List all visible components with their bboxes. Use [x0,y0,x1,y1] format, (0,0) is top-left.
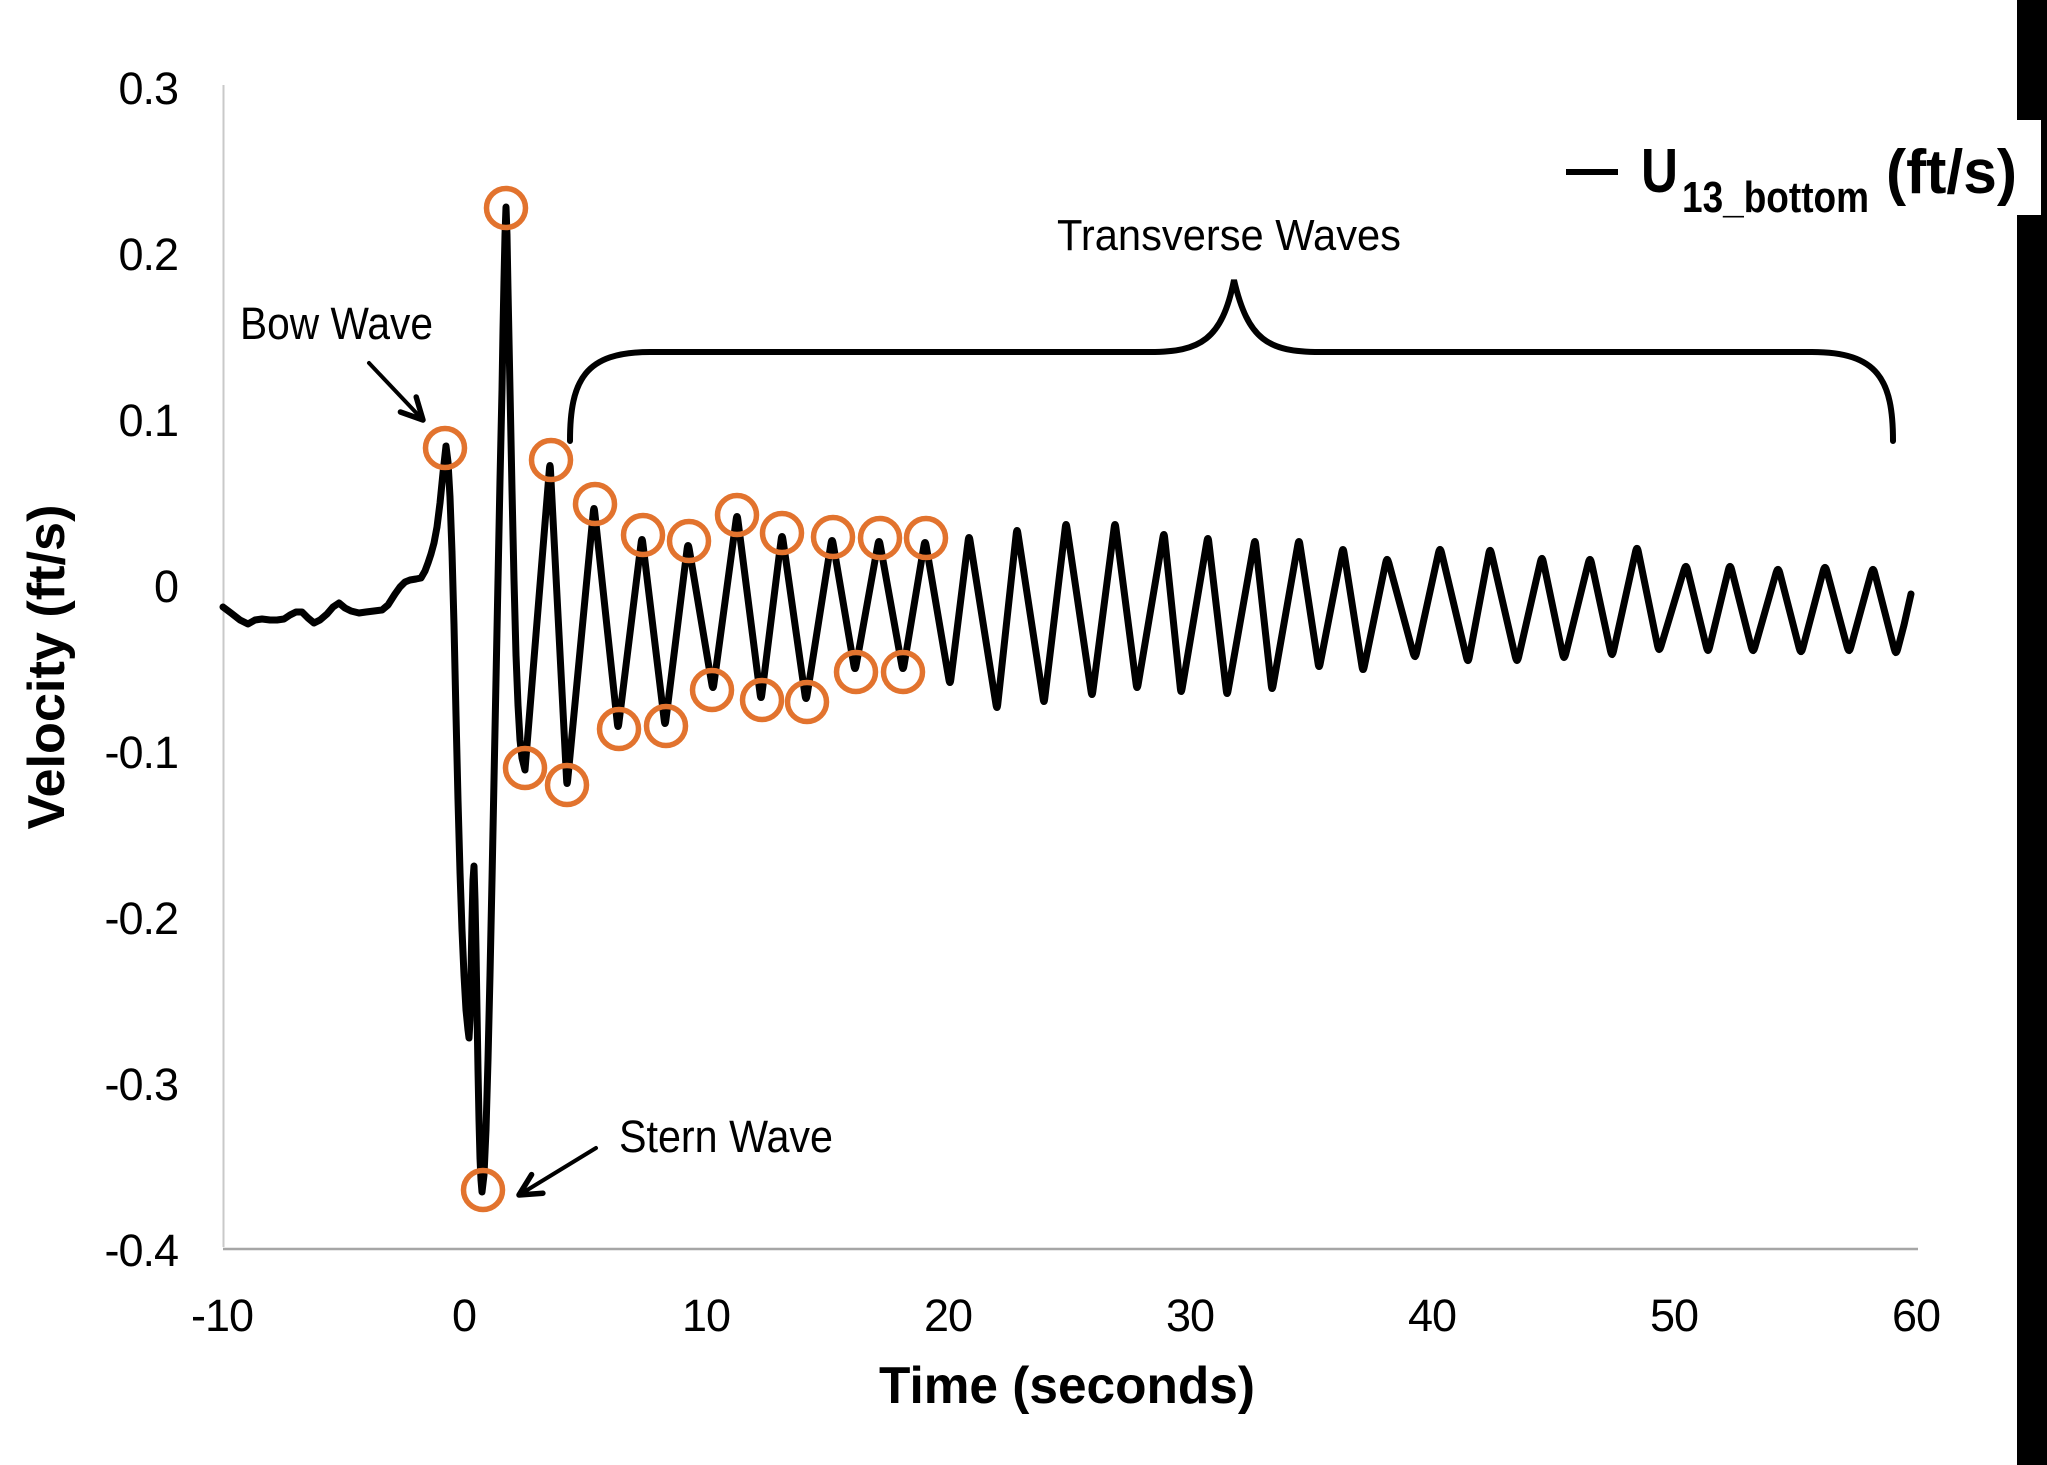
svg-text:Bow Wave: Bow Wave [240,298,433,349]
svg-text:0: 0 [452,1290,476,1341]
svg-text:0.1: 0.1 [118,395,178,446]
svg-text:-0.4: -0.4 [104,1225,178,1276]
svg-text:Velocity (ft/s): Velocity (ft/s) [18,505,76,830]
svg-text:60: 60 [1892,1290,1940,1341]
svg-text:-0.3: -0.3 [104,1059,178,1110]
svg-text:30: 30 [1166,1290,1214,1341]
svg-text:Time (seconds): Time (seconds) [879,1357,1255,1415]
svg-text:0.3: 0.3 [118,63,178,114]
svg-text:Transverse Waves: Transverse Waves [1057,211,1401,260]
svg-text:0: 0 [154,561,178,612]
svg-text:Stern Wave: Stern Wave [619,1111,833,1162]
svg-text:-10: -10 [191,1290,253,1341]
svg-text:(ft/s): (ft/s) [1886,138,2017,207]
svg-text:20: 20 [924,1290,972,1341]
svg-text:U: U [1641,137,1678,206]
svg-text:10: 10 [682,1290,730,1341]
svg-text:0.2: 0.2 [118,229,178,280]
svg-text:13_bottom: 13_bottom [1682,173,1869,222]
svg-text:-0.1: -0.1 [104,727,178,778]
svg-text:40: 40 [1408,1290,1456,1341]
svg-text:-0.2: -0.2 [104,893,178,944]
svg-text:50: 50 [1650,1290,1698,1341]
